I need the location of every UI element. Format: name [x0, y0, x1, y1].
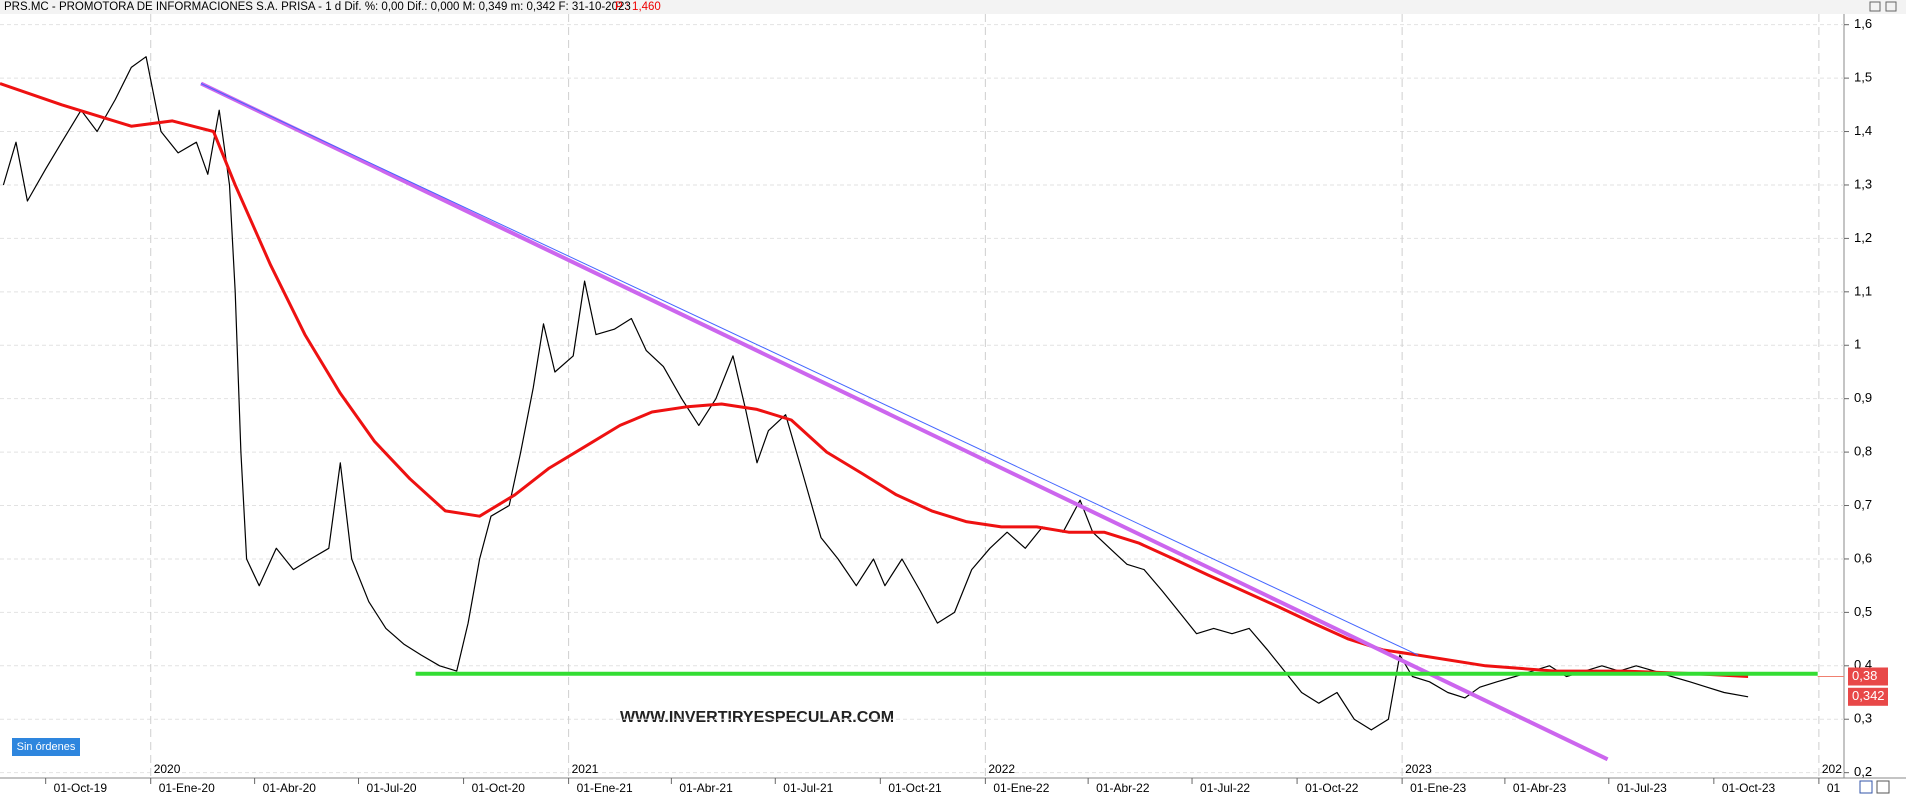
y-tick-label: 0,2 [1854, 764, 1872, 779]
orders-badge-label: Sin órdenes [17, 741, 76, 753]
header-price: P : 1,460 [615, 1, 661, 13]
price-tag-label: 0,38 [1852, 668, 1877, 683]
x-tick-label: 01-Jul-20 [367, 781, 417, 795]
price-tag [1848, 667, 1888, 686]
price-tag-label: 0,342 [1852, 688, 1885, 703]
watermark: WWW.INVERTIRYESPECULAR.COM [620, 709, 894, 726]
save-icon[interactable] [1859, 780, 1873, 794]
y-tick-label: 1,5 [1854, 70, 1872, 85]
year-label: 202 [1822, 762, 1842, 776]
x-tick-label: 01-Jul-21 [783, 781, 833, 795]
tool-icon[interactable] [1876, 780, 1890, 794]
x-tick-label: 01-Abr-20 [263, 781, 317, 795]
x-tick-label: 01-Oct-21 [888, 781, 942, 795]
x-tick-label: 01-Ene-21 [577, 781, 633, 795]
y-tick-label: 1,3 [1854, 176, 1872, 191]
x-tick-label: 01-Oct-23 [1722, 781, 1776, 795]
x-tick-label: 01-Abr-21 [679, 781, 733, 795]
y-tick-label: 1,4 [1854, 123, 1872, 138]
x-tick-label: 01-Ene-22 [993, 781, 1049, 795]
trend-line [200, 81, 1609, 762]
maximize-button[interactable] [1885, 1, 1897, 12]
moving-average-line [0, 82, 1749, 678]
y-tick-label: 0,9 [1854, 390, 1872, 405]
y-tick-label: 0,5 [1854, 604, 1872, 619]
price-line [2, 56, 1749, 731]
y-tick-label: 1,2 [1854, 230, 1872, 245]
minimize-button[interactable] [1869, 1, 1881, 12]
header-bar [0, 0, 1906, 14]
y-tick-label: 1,1 [1854, 283, 1872, 298]
x-tick-label: 01-Ene-20 [159, 781, 215, 795]
y-tick-label: 1 [1854, 337, 1861, 352]
price-tag [1848, 687, 1888, 706]
x-tick-label: 01-Oct-22 [1305, 781, 1359, 795]
header-title: PRS.MC - PROMOTORA DE INFORMACIONES S.A.… [4, 1, 631, 13]
x-tick-label: 01-Jul-22 [1200, 781, 1250, 795]
y-tick-label: 0,7 [1854, 497, 1872, 512]
trend-line [200, 83, 1419, 656]
year-label: 2020 [154, 762, 181, 776]
x-tick-label: 01-Ene-23 [1410, 781, 1466, 795]
y-tick-label: 1,6 [1854, 16, 1872, 31]
x-tick-label: 01-Oct-19 [54, 781, 108, 795]
y-tick-label: 0,3 [1854, 711, 1872, 726]
y-tick-label: 0,8 [1854, 444, 1872, 459]
y-tick-label: 0,6 [1854, 550, 1872, 565]
x-tick-label: 01-Abr-23 [1513, 781, 1567, 795]
x-tick-label: 01-Oct-20 [472, 781, 526, 795]
year-label: 2021 [572, 762, 599, 776]
plot [0, 14, 1844, 778]
orders-badge[interactable] [12, 738, 80, 756]
x-tick-label: 01 [1827, 781, 1841, 795]
x-tick-label: 01-Jul-23 [1617, 781, 1667, 795]
x-tick-label: 01-Abr-22 [1096, 781, 1150, 795]
year-label: 2022 [988, 762, 1015, 776]
window-buttons[interactable] [1869, 1, 1897, 12]
year-label: 2023 [1405, 762, 1432, 776]
